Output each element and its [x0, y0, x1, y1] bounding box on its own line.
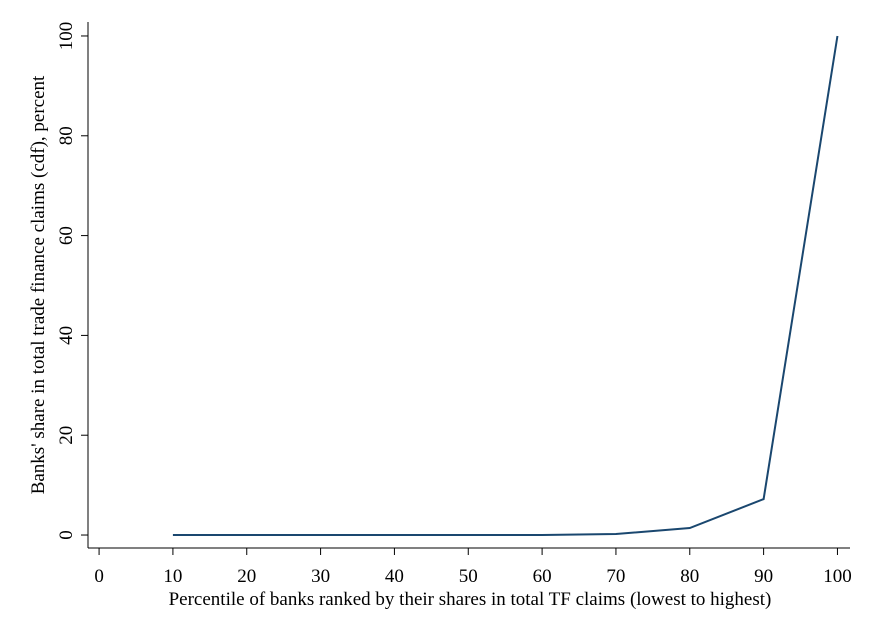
x-tick-label: 20 — [237, 566, 256, 587]
x-tick-label: 60 — [533, 566, 552, 587]
x-tick-label: 40 — [385, 566, 404, 587]
y-tick-label: 40 — [56, 326, 77, 345]
x-tick-label: 50 — [459, 566, 478, 587]
y-tick-label: 20 — [56, 426, 77, 445]
x-tick-label: 10 — [163, 566, 182, 587]
data-line — [172, 35, 839, 537]
x-tick-label: 100 — [823, 566, 852, 587]
x-axis-title: Percentile of banks ranked by their shar… — [169, 589, 772, 610]
x-tick-label: 70 — [606, 566, 625, 587]
y-tick-label: 60 — [56, 226, 77, 245]
x-tick-label: 80 — [680, 566, 699, 587]
x-tick-label: 0 — [94, 566, 104, 587]
y-tick-label: 80 — [56, 126, 77, 145]
x-tick-label: 30 — [311, 566, 330, 587]
x-tick-label: 90 — [754, 566, 773, 587]
y-tick-label: 100 — [56, 22, 77, 51]
y-axis-title: Banks' share in total trade finance clai… — [28, 75, 49, 494]
y-tick-label: 0 — [56, 530, 77, 540]
